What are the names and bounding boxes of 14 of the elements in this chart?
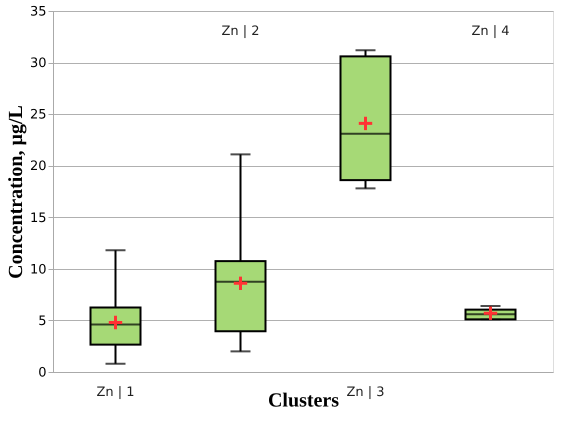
y-tick-label: 25 bbox=[30, 108, 46, 123]
x-tick-label: Zn | 2 bbox=[221, 24, 260, 39]
x-tick-label: Zn | 3 bbox=[346, 385, 385, 400]
y-tick-label: 35 bbox=[30, 4, 46, 20]
y-tick-label: 30 bbox=[30, 56, 46, 72]
y-tick-label: 15 bbox=[30, 210, 46, 226]
y-tick-label: 0 bbox=[38, 366, 46, 380]
y-axis-title: Concentration, µg/L bbox=[4, 105, 27, 279]
x-axis-title: Clusters bbox=[268, 390, 340, 412]
y-tick-label: 5 bbox=[38, 314, 46, 329]
x-tick-label: Zn | 1 bbox=[96, 385, 135, 400]
y-tick-label: 20 bbox=[30, 159, 46, 174]
y-tick-label: 10 bbox=[30, 262, 46, 278]
x-tick-label: Zn | 4 bbox=[471, 24, 510, 39]
